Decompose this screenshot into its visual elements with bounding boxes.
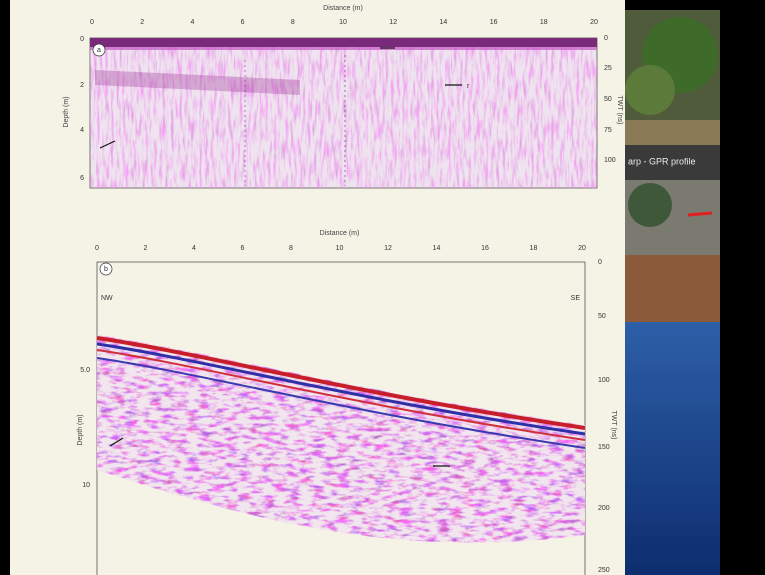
corner-label: NW: [101, 295, 113, 302]
x-tick-label: 8: [289, 245, 293, 252]
x-tick-label: 10: [336, 245, 344, 252]
y-tick-label: 10: [82, 482, 90, 489]
x-tick-label: 16: [481, 245, 489, 252]
panel-label: b: [104, 266, 108, 273]
y2-tick-label: 0: [604, 35, 608, 42]
side-caption: arp - GPR profile: [628, 156, 696, 166]
y-axis-title: Depth (m): [77, 414, 84, 445]
y-axis-title: Depth (m): [63, 96, 70, 127]
x-tick-label: 0: [90, 19, 94, 26]
x-tick-label: 8: [291, 19, 295, 26]
x-tick-label: 2: [144, 245, 148, 252]
y2-tick-label: 100: [604, 157, 616, 164]
y2-tick-label: 200: [598, 505, 610, 512]
x-tick-label: 4: [190, 19, 194, 26]
side-panel: [625, 10, 720, 575]
x-axis-title: Distance (m): [323, 5, 363, 12]
x-tick-label: 6: [241, 19, 245, 26]
screen: arp - GPR profile 02468101214161820Dista…: [0, 0, 765, 575]
x-tick-label: 14: [440, 19, 448, 26]
x-tick-label: 18: [530, 245, 538, 252]
x-tick-label: 0: [95, 245, 99, 252]
y2-tick-label: 150: [598, 444, 610, 451]
y-tick-label: 2: [80, 82, 84, 89]
y-tick-label: 6: [80, 175, 84, 182]
x-tick-label: 6: [241, 245, 245, 252]
x-tick-label: 4: [192, 245, 196, 252]
y2-axis-title: TWT (ns): [610, 410, 617, 439]
x-tick-label: 16: [490, 19, 498, 26]
y-tick-label: 5.0: [80, 367, 90, 374]
y2-tick-label: 25: [604, 65, 612, 72]
x-tick-label: 2: [140, 19, 144, 26]
y2-tick-label: 250: [598, 567, 610, 574]
panel-label: a: [97, 47, 101, 54]
radargram-a: [90, 38, 597, 188]
x-tick-label: 14: [433, 245, 441, 252]
x-tick-label: 10: [339, 19, 347, 26]
y-tick-label: 4: [80, 127, 84, 134]
y2-tick-label: 0: [598, 259, 602, 266]
x-tick-label: 12: [389, 19, 397, 26]
y2-tick-label: 75: [604, 127, 612, 134]
x-tick-label: 18: [540, 19, 548, 26]
y2-tick-label: 50: [598, 313, 606, 320]
x-tick-label: 12: [384, 245, 392, 252]
y-tick-label: 0: [80, 36, 84, 43]
y2-tick-label: 50: [604, 96, 612, 103]
x-tick-label: 20: [578, 245, 586, 252]
corner-label: SE: [571, 295, 581, 302]
y2-tick-label: 100: [598, 377, 610, 384]
x-tick-label: 20: [590, 19, 598, 26]
x-axis-title: Distance (m): [320, 230, 360, 237]
y2-axis-title: TWT (ns): [616, 95, 623, 124]
